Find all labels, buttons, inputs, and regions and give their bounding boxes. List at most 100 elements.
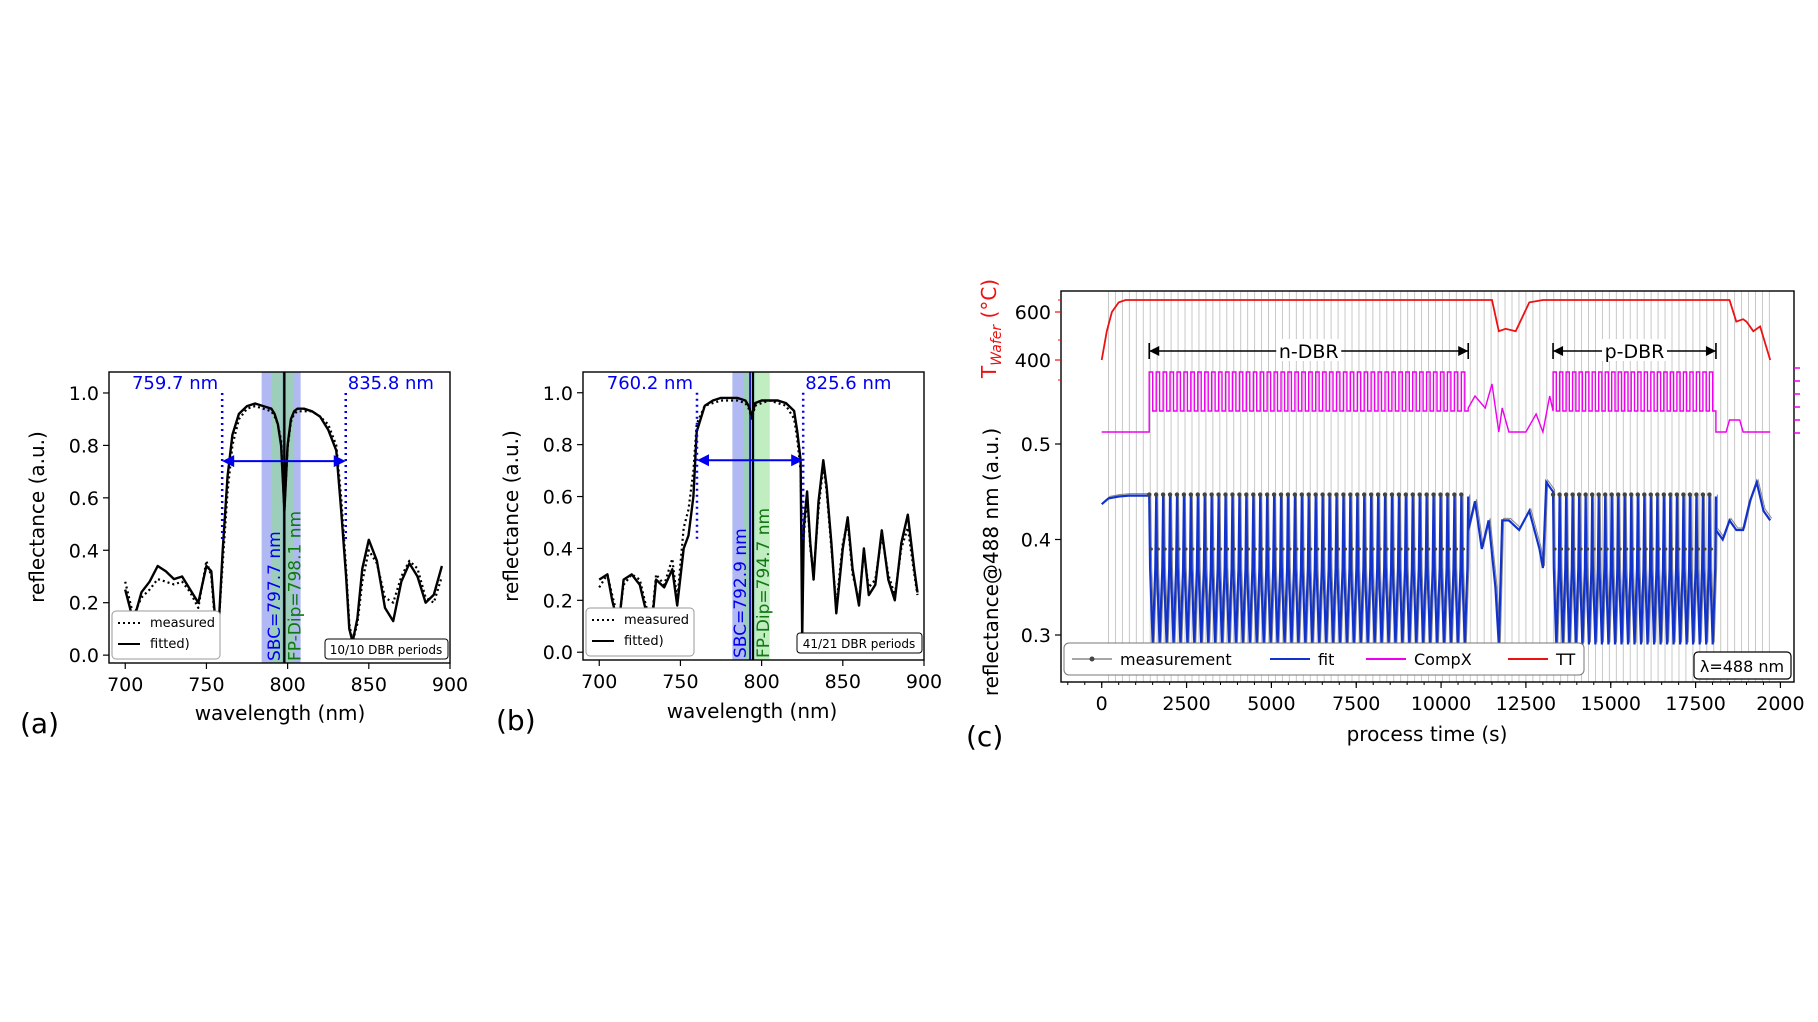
measurement-point: [1306, 492, 1311, 497]
temperature-axis-label: TWafer (°C): [977, 279, 1005, 379]
measurement-point: [1664, 547, 1668, 551]
x-axis-label-c: process time (s): [1347, 722, 1508, 746]
x-tick-label-c-6: 15000: [1581, 693, 1641, 715]
x-tick-label-b-4: 900: [906, 671, 942, 693]
x-tick-label-c-1: 2500: [1162, 693, 1210, 715]
measurement-point: [1232, 547, 1237, 551]
panel-a: 700 750 800 850 900 0.0 0.2 0.4 0.6 0.8 1.0 wavele…: [20, 371, 468, 740]
measurement-point: [1427, 547, 1431, 551]
measurement-point: [1570, 492, 1575, 497]
y-tick-label-c-1: 0.4: [1021, 530, 1051, 552]
measurement-point: [1447, 547, 1452, 551]
panel-c: 0 2500 5000 7500 10000 12500 15000 17500 2000 0.3…: [966, 279, 1805, 753]
measurement-point: [1596, 492, 1601, 497]
y-axis-label-a: reflectance (a.u.): [25, 431, 49, 603]
measurement-point: [1177, 547, 1181, 551]
p_dbr-arrowhead-left: [1553, 346, 1564, 356]
x-axis-label-b: wavelength (nm): [667, 699, 838, 723]
plot-frame-a: [108, 371, 451, 664]
y-tick-label-c-2: 0.5: [1021, 434, 1051, 456]
measurement-point: [1198, 547, 1202, 551]
measurement-point: [1160, 492, 1166, 497]
legend-label-tt: TT: [1555, 650, 1575, 669]
measurement-point: [1602, 492, 1608, 497]
y-axis-label-b: reflectance (a.u.): [499, 430, 523, 602]
measurement-point: [1149, 547, 1153, 551]
measurement-point: [1334, 492, 1339, 497]
measurement-point: [1563, 492, 1569, 497]
p_dbr-arrowhead-right: [1705, 346, 1716, 356]
measurement-point: [1382, 492, 1388, 497]
x-tick-label-b-0: 700: [581, 671, 617, 693]
measurement-point: [1635, 492, 1640, 497]
measurement-point: [1709, 547, 1713, 551]
measurement-point: [1364, 547, 1368, 551]
measurement-point: [1174, 492, 1180, 497]
measurement-point: [1278, 492, 1284, 497]
x-tick-label-c-7: 17500: [1665, 693, 1725, 715]
measurement-point: [1648, 492, 1653, 497]
measurement-point: [1406, 547, 1410, 551]
measurement-point: [1661, 492, 1667, 497]
measurement-point: [1438, 492, 1443, 497]
p_dbr-label-bg: [1602, 339, 1668, 361]
ticks-c: 0 2500 5000 7500 10000 12500 15000 17500 2000 0.3…: [1015, 299, 1805, 715]
measurement-point: [1202, 492, 1207, 497]
periods-box-b: 41/21 DBR periods: [796, 632, 923, 654]
measurement-point: [1572, 547, 1577, 551]
measurement-point: [1625, 547, 1629, 551]
measurement-point: [1440, 547, 1445, 551]
wavelength-label-c: λ=488 nm: [1700, 657, 1784, 676]
legend-label-fitted: fitted): [150, 637, 190, 652]
series-fitted-a: [124, 402, 444, 644]
legend-label-measured-b: measured: [624, 613, 689, 628]
measurement-point: [1592, 547, 1596, 551]
measurement-point: [1167, 492, 1173, 497]
legend-label-fitted-b: fitted): [624, 634, 664, 649]
periods-label-a: 10/10 DBR periods: [330, 643, 443, 657]
measurement-point: [1281, 547, 1285, 551]
measurement-point: [1585, 547, 1590, 551]
series-compx: [1101, 371, 1771, 435]
measurement-point: [1454, 547, 1459, 551]
measurement-point: [1417, 492, 1422, 497]
x-tick-label-c-0: 0: [1096, 693, 1108, 715]
legend-label-fit: fit: [1318, 650, 1334, 669]
measurement-point: [1156, 547, 1160, 551]
measurement-point: [1362, 492, 1367, 497]
legend-c: measurement fit CompX TT: [1063, 642, 1585, 676]
measurement-point: [1389, 492, 1395, 497]
measurement-point: [1655, 492, 1660, 497]
measurement-point: [1605, 547, 1609, 551]
stopband-right-label-b: 825.6 nm: [805, 373, 891, 394]
measurement-point: [1327, 492, 1332, 497]
annotations-c: n-DBR p-DBR: [1148, 339, 1717, 363]
fp-dip-label-a: FP-Dip=798.1 nm: [286, 511, 306, 661]
measurement-point: [1216, 492, 1221, 497]
measurement-point: [1295, 547, 1299, 551]
measurement-point: [1170, 547, 1174, 551]
plot-frame-b: [582, 371, 925, 661]
measurement-point: [1302, 547, 1306, 551]
measurement-point: [1403, 492, 1409, 497]
y-tick-label-b-2: 0.4: [543, 538, 573, 560]
measurement-point: [1690, 547, 1694, 551]
y-tick-label-a-3: 0.6: [69, 488, 99, 510]
measurement-point: [1618, 547, 1622, 551]
measurement-point: [1239, 547, 1244, 551]
measurement-point: [1191, 547, 1195, 551]
p_dbr-label: p-DBR: [1605, 341, 1665, 363]
ticks-b: 700 750 800 850 900 0.0 0.2 0.4 0.6 0.8 1.0: [543, 383, 942, 693]
measurement-point: [1616, 492, 1621, 497]
measurement-point: [1674, 492, 1680, 497]
legend-label-measurement: measurement: [1120, 650, 1232, 669]
measurement-point: [1313, 492, 1318, 497]
measurement-point: [1707, 492, 1712, 497]
measurement-point: [1589, 492, 1595, 497]
measurement-point: [1320, 492, 1325, 497]
measurement-point: [1375, 492, 1381, 497]
y-tick-label-b-3: 0.6: [543, 487, 573, 509]
temp-tick-label-c-0: 400: [1015, 350, 1051, 372]
measurement-point: [1355, 492, 1360, 497]
